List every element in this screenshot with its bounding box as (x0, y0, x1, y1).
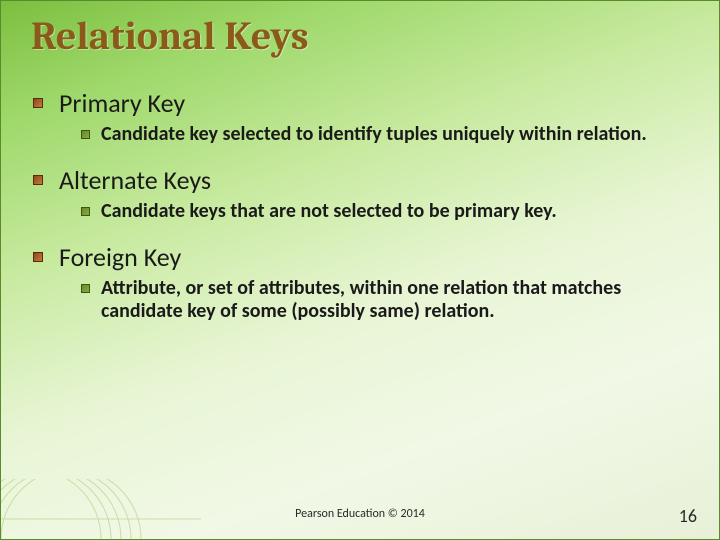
bullet-foreign-key: Foreign Key (55, 241, 679, 273)
slide-title: Relational Keys (31, 13, 309, 59)
body-alternate-keys: Candidate keys that are not selected to … (101, 200, 679, 223)
slide: Relational Keys Primary Key Candidate ke… (0, 0, 720, 540)
body-foreign-key: Attribute, or set of attributes, within … (101, 277, 679, 323)
slide-content: Primary Key Candidate key selected to id… (55, 81, 679, 341)
footer-text: Pearson Education © 2014 (1, 507, 719, 521)
page-number: 16 (679, 505, 697, 527)
bullet-primary-key: Primary Key (55, 87, 679, 119)
body-primary-key: Candidate key selected to identify tuple… (101, 123, 679, 146)
bullet-alternate-keys: Alternate Keys (55, 164, 679, 196)
